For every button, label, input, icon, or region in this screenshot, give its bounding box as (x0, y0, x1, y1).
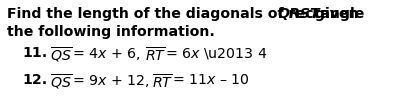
Text: 12.: 12. (22, 73, 47, 87)
Text: Find the length of the diagonals of rectangle: Find the length of the diagonals of rect… (7, 7, 369, 21)
Text: $\overline{QS}$: $\overline{QS}$ (50, 73, 72, 92)
Text: Find the length of the diagonals of rectangle QRST: Find the length of the diagonals of rect… (7, 7, 409, 21)
Text: = 9$x$ + 12,: = 9$x$ + 12, (72, 73, 150, 89)
Text: = 4$x$ + 6,: = 4$x$ + 6, (72, 46, 141, 62)
Text: QRST: QRST (277, 7, 319, 21)
Text: = 6$x$ \u2013 4: = 6$x$ \u2013 4 (165, 46, 267, 61)
Text: given: given (310, 7, 359, 21)
Text: $\overline{QS}$: $\overline{QS}$ (50, 46, 72, 65)
Text: 11.: 11. (22, 46, 47, 60)
Text: $\overline{RT}$: $\overline{RT}$ (145, 46, 166, 64)
Text: = 11$x$ – 10: = 11$x$ – 10 (172, 73, 249, 87)
Text: $\overline{RT}$: $\overline{RT}$ (152, 73, 173, 91)
Text: the following information.: the following information. (7, 25, 215, 39)
